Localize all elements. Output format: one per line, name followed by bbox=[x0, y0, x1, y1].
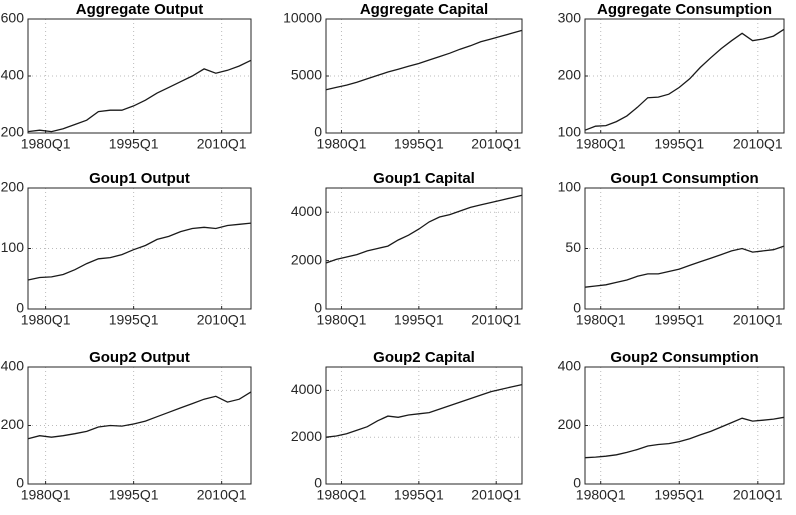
y-tick-label: 4000 bbox=[291, 381, 322, 397]
y-tick-label: 200 bbox=[558, 416, 582, 432]
x-tick-label: 2010Q1 bbox=[197, 487, 247, 503]
y-tick-label: 4000 bbox=[291, 203, 322, 219]
axes-box bbox=[325, 366, 523, 485]
plot-area bbox=[28, 367, 251, 484]
y-tick-label: 0 bbox=[314, 475, 322, 491]
y-tick-label: 2000 bbox=[291, 428, 322, 444]
x-tick-label: 1995Q1 bbox=[394, 312, 444, 328]
y-tick-label: 100 bbox=[558, 179, 582, 195]
plot-area bbox=[326, 367, 522, 484]
chart-title: Aggregate Output bbox=[76, 1, 204, 18]
series-line bbox=[584, 28, 785, 131]
y-tick-label: 400 bbox=[1, 67, 25, 83]
y-tick-label: 200 bbox=[1, 179, 25, 195]
chart-title: Goup1 Capital bbox=[373, 170, 475, 187]
axes-box bbox=[584, 18, 785, 134]
x-tick-label: 1980Q1 bbox=[317, 487, 367, 503]
x-tick-label: 1980Q1 bbox=[576, 136, 626, 152]
plot-area bbox=[326, 188, 522, 309]
y-tick-label: 0 bbox=[573, 475, 581, 491]
x-tick-label: 1980Q1 bbox=[576, 312, 626, 328]
x-tick-label: 1980Q1 bbox=[317, 136, 367, 152]
y-tick-label: 0 bbox=[16, 475, 24, 491]
axes-box bbox=[325, 187, 523, 310]
series-line bbox=[325, 29, 523, 91]
axes-box bbox=[27, 18, 252, 134]
chart-title: Goup2 Capital bbox=[373, 349, 475, 366]
x-tick-label: 2010Q1 bbox=[733, 312, 783, 328]
y-tick-label: 0 bbox=[573, 300, 581, 316]
y-tick-label: 0 bbox=[314, 300, 322, 316]
y-tick-label: 300 bbox=[558, 10, 582, 26]
y-tick-label: 5000 bbox=[291, 67, 322, 83]
x-tick-label: 1995Q1 bbox=[109, 136, 159, 152]
axes-box bbox=[27, 187, 252, 310]
x-tick-label: 2010Q1 bbox=[471, 487, 521, 503]
x-tick-label: 1995Q1 bbox=[109, 312, 159, 328]
plot-area bbox=[585, 367, 784, 484]
y-tick-label: 10000 bbox=[283, 10, 322, 26]
y-tick-label: 200 bbox=[1, 124, 25, 140]
axes-box bbox=[27, 366, 252, 485]
plot-area bbox=[585, 19, 784, 133]
x-tick-label: 1980Q1 bbox=[21, 136, 71, 152]
axes-box bbox=[325, 18, 523, 134]
x-tick-label: 2010Q1 bbox=[733, 487, 783, 503]
y-tick-label: 200 bbox=[558, 67, 582, 83]
x-tick-label: 1980Q1 bbox=[21, 312, 71, 328]
x-tick-label: 1995Q1 bbox=[109, 487, 159, 503]
chart-title: Goup2 Consumption bbox=[610, 349, 758, 366]
x-tick-label: 2010Q1 bbox=[733, 136, 783, 152]
series-line bbox=[584, 245, 785, 288]
x-tick-label: 1995Q1 bbox=[654, 136, 704, 152]
y-tick-label: 0 bbox=[314, 124, 322, 140]
chart-title: Aggregate Capital bbox=[360, 1, 488, 18]
chart-title: Aggregate Consumption bbox=[597, 1, 772, 18]
chart-title: Goup1 Output bbox=[89, 170, 190, 187]
chart-title: Goup2 Output bbox=[89, 349, 190, 366]
x-tick-label: 1995Q1 bbox=[654, 487, 704, 503]
y-tick-label: 2000 bbox=[291, 251, 322, 267]
plot-area bbox=[326, 19, 522, 133]
y-tick-label: 600 bbox=[1, 10, 25, 26]
x-tick-label: 2010Q1 bbox=[471, 312, 521, 328]
series-line bbox=[27, 222, 252, 281]
chart-title: Goup1 Consumption bbox=[610, 170, 758, 187]
y-tick-label: 0 bbox=[16, 300, 24, 316]
y-tick-label: 400 bbox=[1, 358, 25, 374]
x-tick-label: 1995Q1 bbox=[394, 487, 444, 503]
x-tick-label: 2010Q1 bbox=[197, 312, 247, 328]
series-line bbox=[27, 391, 252, 440]
x-tick-label: 2010Q1 bbox=[471, 136, 521, 152]
x-tick-label: 1980Q1 bbox=[21, 487, 71, 503]
series-line bbox=[325, 194, 523, 264]
x-tick-label: 1995Q1 bbox=[654, 312, 704, 328]
x-tick-label: 2010Q1 bbox=[197, 136, 247, 152]
y-tick-label: 400 bbox=[558, 358, 582, 374]
axes-box bbox=[584, 366, 785, 485]
y-tick-label: 200 bbox=[1, 416, 25, 432]
series-line bbox=[27, 59, 252, 133]
plot-area bbox=[28, 19, 251, 133]
y-tick-label: 100 bbox=[558, 124, 582, 140]
x-tick-label: 1995Q1 bbox=[394, 136, 444, 152]
plot-area bbox=[28, 188, 251, 309]
y-tick-label: 100 bbox=[1, 239, 25, 255]
axes-box bbox=[584, 187, 785, 310]
y-tick-label: 50 bbox=[565, 239, 581, 255]
series-line bbox=[584, 416, 785, 459]
series-line bbox=[325, 383, 523, 438]
plot-area bbox=[585, 188, 784, 309]
x-tick-label: 1980Q1 bbox=[576, 487, 626, 503]
x-tick-label: 1980Q1 bbox=[317, 312, 367, 328]
